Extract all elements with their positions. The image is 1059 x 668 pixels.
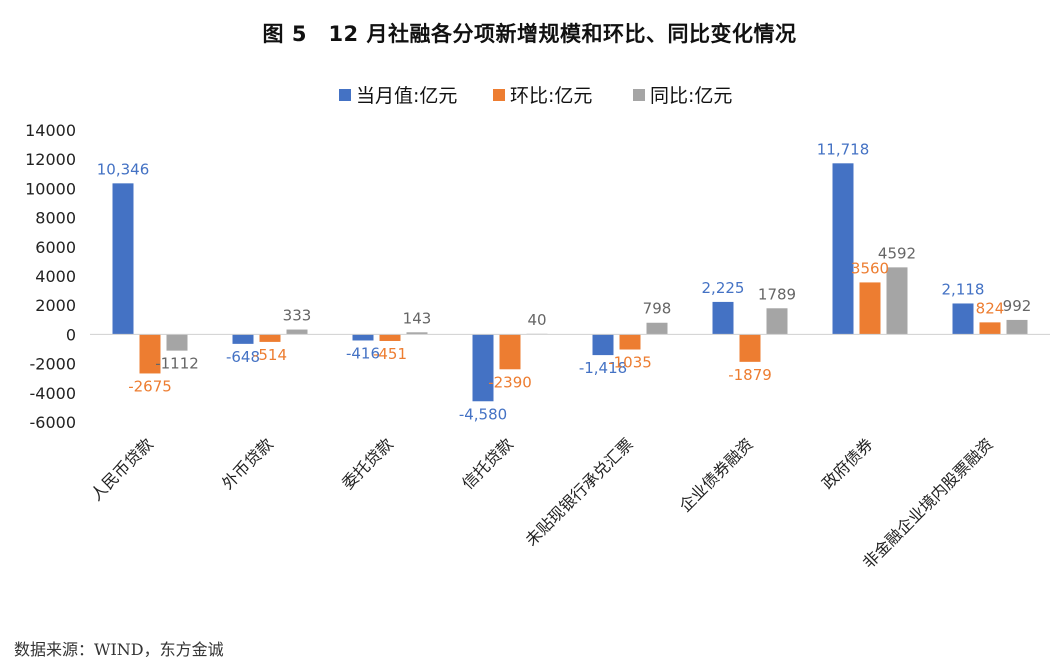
bar-1-2 [232, 334, 254, 344]
data-label-3-2: 333 [283, 307, 312, 325]
legend: 当月值:亿元 环比:亿元 同比:亿元 [339, 85, 732, 107]
bar-2-2 [259, 334, 281, 342]
bar-1-4 [472, 334, 494, 402]
data-label-3-5: 798 [643, 300, 672, 318]
bar-1-3 [352, 334, 374, 341]
y-tick-label: 12000 [25, 150, 76, 169]
bar-2-6 [739, 334, 761, 362]
data-label-1-5: -1,418 [579, 359, 627, 377]
bars [112, 163, 1028, 402]
data-label-1-6: 2,225 [702, 279, 745, 297]
bar-2-4 [499, 334, 521, 370]
y-tick-label: 8000 [35, 209, 76, 228]
data-label-2-6: -1879 [728, 366, 772, 384]
data-label-3-6: 1789 [758, 285, 796, 303]
data-label-1-4: -4,580 [459, 405, 507, 423]
data-label-3-8: 992 [1003, 297, 1032, 315]
x-category-label: 非金融企业境内股票融资 [859, 434, 997, 572]
data-label-3-7: 4592 [878, 244, 916, 262]
data-label-1-1: 10,346 [97, 160, 150, 178]
data-labels: 10,346 -2675 -1112 -648-514 333 -416-451 143 -4… [97, 140, 1032, 423]
bar-2-7 [859, 282, 881, 335]
legend-label-1: 当月值:亿元 [356, 85, 457, 107]
x-category-label: 企业债券融资 [676, 434, 757, 515]
y-tick-label: -2000 [30, 355, 77, 374]
y-tick-label: 14000 [25, 121, 76, 140]
x-category-label: 人民币贷款 [87, 434, 157, 504]
bar-3-6 [766, 308, 788, 335]
x-category-label: 未贴现银行承兑汇票 [522, 434, 637, 549]
y-tick-label: 10000 [25, 179, 76, 198]
y-tick-label: -6000 [30, 413, 77, 432]
bar-1-6 [712, 301, 734, 335]
data-label-1-2: -648 [226, 348, 260, 366]
bar-3-7 [886, 267, 908, 335]
bar-3-8 [1006, 319, 1028, 335]
x-axis: 人民币贷款 外币贷款 委托贷款 信托贷款 未贴现银行承兑汇票 企业债券融资 政府债券非金融企… [87, 434, 997, 572]
bar-2-1 [139, 334, 161, 374]
y-tick-label: 2000 [35, 296, 76, 315]
x-category-label: 委托贷款 [338, 434, 397, 493]
data-label-2-4: -2390 [488, 373, 532, 391]
y-tick-label: 0 [66, 325, 76, 344]
data-label-3-4: 40 [527, 311, 546, 329]
data-label-2-2: -514 [253, 346, 287, 364]
data-label-3-1: -1112 [155, 355, 199, 373]
data-label-1-8: 2,118 [942, 280, 985, 298]
bar-3-1 [166, 334, 188, 351]
bar-2-3 [379, 334, 401, 341]
bar-1-5 [592, 334, 614, 356]
y-axis: 14000 12000 10000 8000 6000 4000 2000 0 -2000 -40… [25, 121, 76, 432]
x-category-label: 政府债券 [818, 434, 877, 493]
data-label-2-7: 3560 [851, 259, 889, 277]
legend-swatch-2 [493, 89, 505, 101]
y-tick-label: 4000 [35, 267, 76, 286]
bar-2-5 [619, 334, 641, 350]
y-tick-label: -4000 [30, 384, 77, 403]
data-label-1-3: -416 [346, 344, 380, 362]
bar-3-3 [406, 332, 428, 335]
data-label-2-5: -1035 [608, 354, 652, 372]
legend-label-2: 环比:亿元 [510, 85, 592, 107]
bar-3-2 [286, 329, 308, 335]
data-label-2-8: 824 [976, 299, 1005, 317]
data-label-2-3: -451 [373, 345, 407, 363]
source-note: 数据来源：WIND，东方金诚 [14, 640, 224, 659]
data-label-3-3: 143 [403, 309, 432, 327]
bar-1-7 [832, 163, 854, 335]
y-tick-label: 6000 [35, 238, 76, 257]
bar-2-8 [979, 322, 1001, 335]
legend-swatch-3 [633, 89, 645, 101]
x-category-label: 外币贷款 [218, 434, 277, 493]
legend-label-3: 同比:亿元 [650, 85, 732, 107]
data-label-2-1: -2675 [128, 377, 172, 395]
bar-3-5 [646, 322, 668, 335]
bar-1-8 [952, 303, 974, 335]
x-category-label: 信托贷款 [458, 434, 517, 493]
data-label-1-7: 11,718 [817, 140, 870, 158]
bar-1-1 [112, 183, 134, 335]
legend-swatch-1 [339, 89, 351, 101]
chart-title: 图 5 12 月社融各分项新增规模和环比、同比变化情况 [262, 22, 797, 46]
